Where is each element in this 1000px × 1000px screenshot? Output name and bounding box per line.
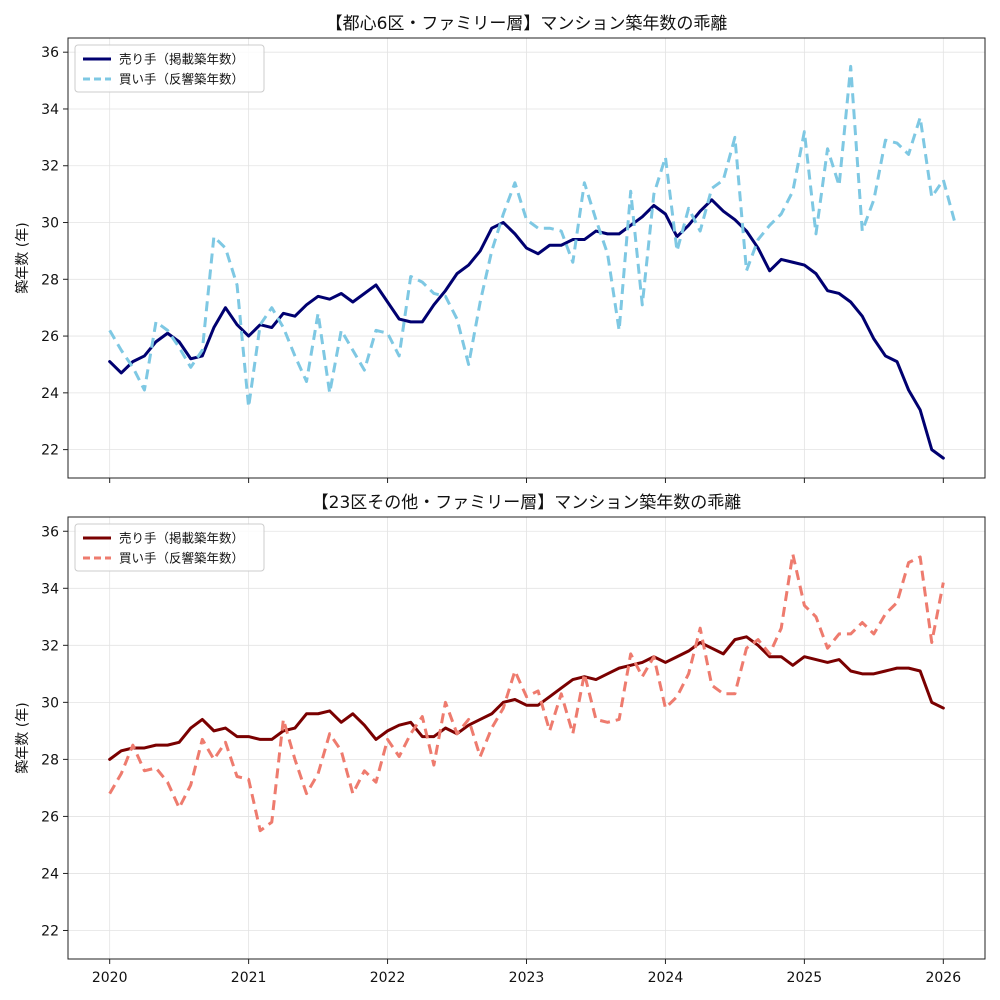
y-tick-label: 30 bbox=[41, 695, 59, 711]
x-tick-label: 2026 bbox=[925, 970, 961, 986]
y-tick-label: 36 bbox=[41, 524, 59, 540]
legend-label: 買い手（反響築年数） bbox=[119, 72, 244, 87]
x-tick-label: 2024 bbox=[648, 970, 684, 986]
y-tick-label: 34 bbox=[41, 581, 59, 597]
x-tick-label: 2020 bbox=[92, 970, 128, 986]
x-tick-label: 2021 bbox=[231, 970, 267, 986]
upper-chart-panel: 22 24 26 28 30 32 34 36 【都心6区・ファミリー層】マンション築年数の乖離… bbox=[15, 14, 986, 483]
y-tick-label: 32 bbox=[41, 159, 59, 175]
y-tick-label: 22 bbox=[41, 923, 59, 939]
y-tick-label: 22 bbox=[41, 443, 59, 459]
y-tick-label: 28 bbox=[41, 272, 59, 288]
y-tick-label: 28 bbox=[41, 752, 59, 768]
lower-chart-panel: 22 24 26 28 30 32 34 36 2020 2021 2022 2023 2024 2025… bbox=[15, 493, 986, 986]
legend-label: 売り手（掲載築年数） bbox=[119, 531, 244, 546]
y-tick-label: 26 bbox=[41, 329, 59, 345]
seller-series-line bbox=[108, 198, 945, 460]
x-tick-label: 2022 bbox=[370, 970, 406, 986]
x-tick-label: 2023 bbox=[509, 970, 545, 986]
seller-series-line bbox=[108, 635, 945, 761]
y-tick-label: 24 bbox=[41, 866, 59, 882]
buyer-series-line bbox=[108, 552, 945, 833]
chart-title: 【都心6区・ファミリー層】マンション築年数の乖離 bbox=[326, 14, 728, 34]
x-tick-label: 2025 bbox=[787, 970, 823, 986]
y-tick-label: 34 bbox=[41, 102, 59, 118]
y-axis-label: 築年数 (年) bbox=[15, 702, 31, 773]
y-tick-label: 30 bbox=[41, 216, 59, 232]
legend-label: 買い手（反響築年数） bbox=[119, 551, 244, 566]
legend-label: 売り手（掲載築年数） bbox=[119, 52, 244, 67]
legend-box bbox=[74, 44, 265, 93]
y-tick-label: 32 bbox=[41, 638, 59, 654]
legend-box bbox=[74, 523, 265, 572]
buyer-series-line bbox=[108, 64, 957, 409]
y-tick-label: 24 bbox=[41, 386, 59, 402]
y-tick-label: 36 bbox=[41, 45, 59, 61]
chart-title: 【23区その他・ファミリー層】マンション築年数の乖離 bbox=[312, 493, 742, 513]
y-tick-label: 26 bbox=[41, 809, 59, 825]
y-axis-label: 築年数 (年) bbox=[15, 222, 31, 293]
